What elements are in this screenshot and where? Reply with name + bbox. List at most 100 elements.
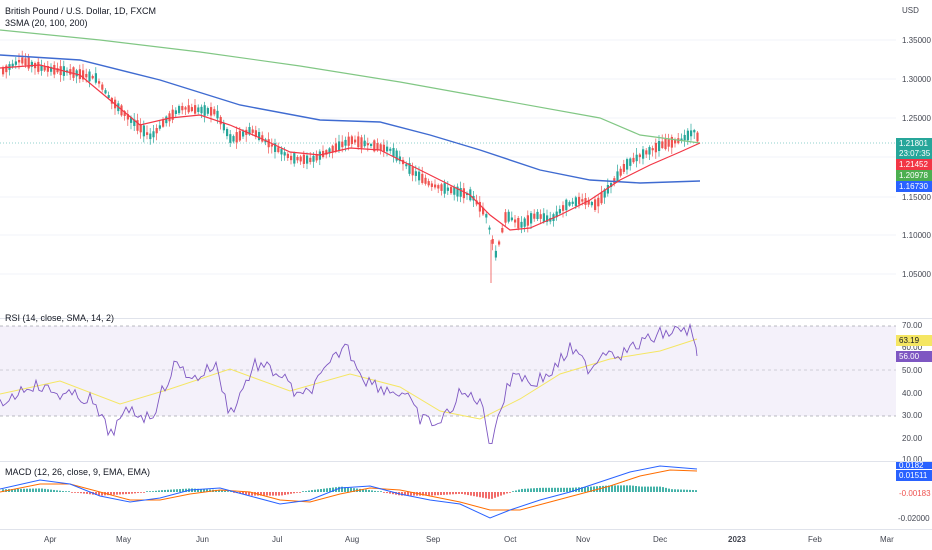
rsi-tick: 50.00 [902,366,923,375]
macd-hist-bar [221,490,223,492]
macd-hist-bar [206,489,208,492]
candle-body [418,171,421,181]
pane-separator[interactable] [0,461,932,462]
candle-body [619,168,622,176]
candle-body [184,107,187,110]
candle-body [162,120,165,127]
rsi-tick: 10.00 [902,455,923,464]
candle-body [667,139,670,147]
macd-hist-bar [551,487,553,492]
macd-hist-bar [53,489,55,492]
price-tick: 1.05000 [902,270,931,279]
candle-body [286,153,289,159]
candle-body [555,211,558,218]
candle-body [696,132,699,142]
macd-hist-bar [185,488,187,492]
candle-body [85,73,88,78]
candle-body [190,107,193,112]
candle-body [514,219,517,223]
candle-body [670,136,673,148]
macd-hist-bar [665,487,667,492]
candle-body [373,140,376,152]
candle-body [658,140,661,152]
macd-hist-bar [23,488,25,492]
candle-body [360,137,363,148]
candle-body [571,201,574,204]
rsi-value-tag: 56.00 [896,351,932,362]
candle-body [664,138,667,150]
macd-hist-bar [197,488,199,492]
macd-hist-bar [656,486,658,492]
price-pane[interactable] [0,0,896,318]
macd-tick: -0.02000 [898,514,930,523]
macd-hist-bar [209,489,211,492]
macd-hist-bar [134,492,136,494]
macd-hist-bar [296,492,298,493]
candle-body [456,186,459,197]
symbol-title[interactable]: British Pound / U.S. Dollar, 1D, FXCM [5,6,157,16]
macd-hist-bar [203,489,205,492]
pane-separator[interactable] [0,318,932,319]
candle-body [94,73,97,83]
candle-body [133,119,136,126]
macd-hist-bar [62,491,64,492]
macd-hist-bar [536,488,538,492]
macd-hist-bar [671,489,673,492]
macd-hist-bar [683,489,685,492]
rsi-pane[interactable] [0,319,896,461]
candle-body [648,147,651,155]
time-axis[interactable]: Apr May Jun Jul Aug Sep Oct Nov Dec 2023… [0,530,896,550]
macd-legend[interactable]: MACD (12, 26, close, 9, EMA, EMA) [5,467,151,477]
candle-body [357,136,360,148]
price-tick: 1.15000 [902,193,931,202]
macd-hist-bar [266,492,268,496]
macd-hist-bar [20,488,22,492]
candle-body [302,154,305,164]
macd-hist-bar [26,488,28,492]
macd-hist-bar [542,487,544,492]
macd-hist-bar [404,492,406,496]
indicator-legend[interactable]: 3SMA (20, 100, 200) [5,18,88,28]
macd-hist-bar [347,487,349,492]
candle-body [110,97,113,104]
macd-pane[interactable] [0,462,896,528]
currency-label: USD [902,6,919,15]
macd-hist-bar [140,492,142,493]
candle-body [437,185,440,189]
candle-body [421,173,424,183]
candle-body [494,250,497,258]
candle-body [565,199,568,211]
rsi-legend[interactable]: RSI (14, close, SMA, 14, 2) [5,313,115,323]
macd-hist-bar [452,492,454,495]
macd-hist-bar [593,486,595,492]
candle-body [616,171,619,182]
macd-hist-bar [14,488,16,492]
macd-hist-bar [341,486,343,492]
candle-body [526,215,529,226]
candle-body [229,134,232,143]
candle-body [370,143,373,147]
macd-hist-bar [11,489,13,492]
macd-hist-bar [275,492,277,496]
candle-body [120,105,123,116]
macd-hist-bar [407,492,409,496]
macd-hist-bar [155,490,157,492]
candle-body [312,155,315,162]
macd-hist-bar [428,492,430,496]
macd-hist-bar [29,488,31,492]
candle-body [5,65,8,73]
macd-hist-bar [611,485,613,492]
candle-body [587,200,590,205]
macd-hist-bar [431,492,433,496]
candle-body [136,120,139,131]
macd-hist-bar [74,492,76,493]
macd-line [0,465,698,519]
candle-body [30,61,33,67]
macd-hist-bar [125,492,127,495]
candle-body [482,207,485,215]
candle-body [606,185,609,194]
candle-body [130,117,133,123]
macd-hist-bar [521,488,523,492]
macd-hist-bar [482,492,484,498]
macd-hist-bar [83,492,85,494]
